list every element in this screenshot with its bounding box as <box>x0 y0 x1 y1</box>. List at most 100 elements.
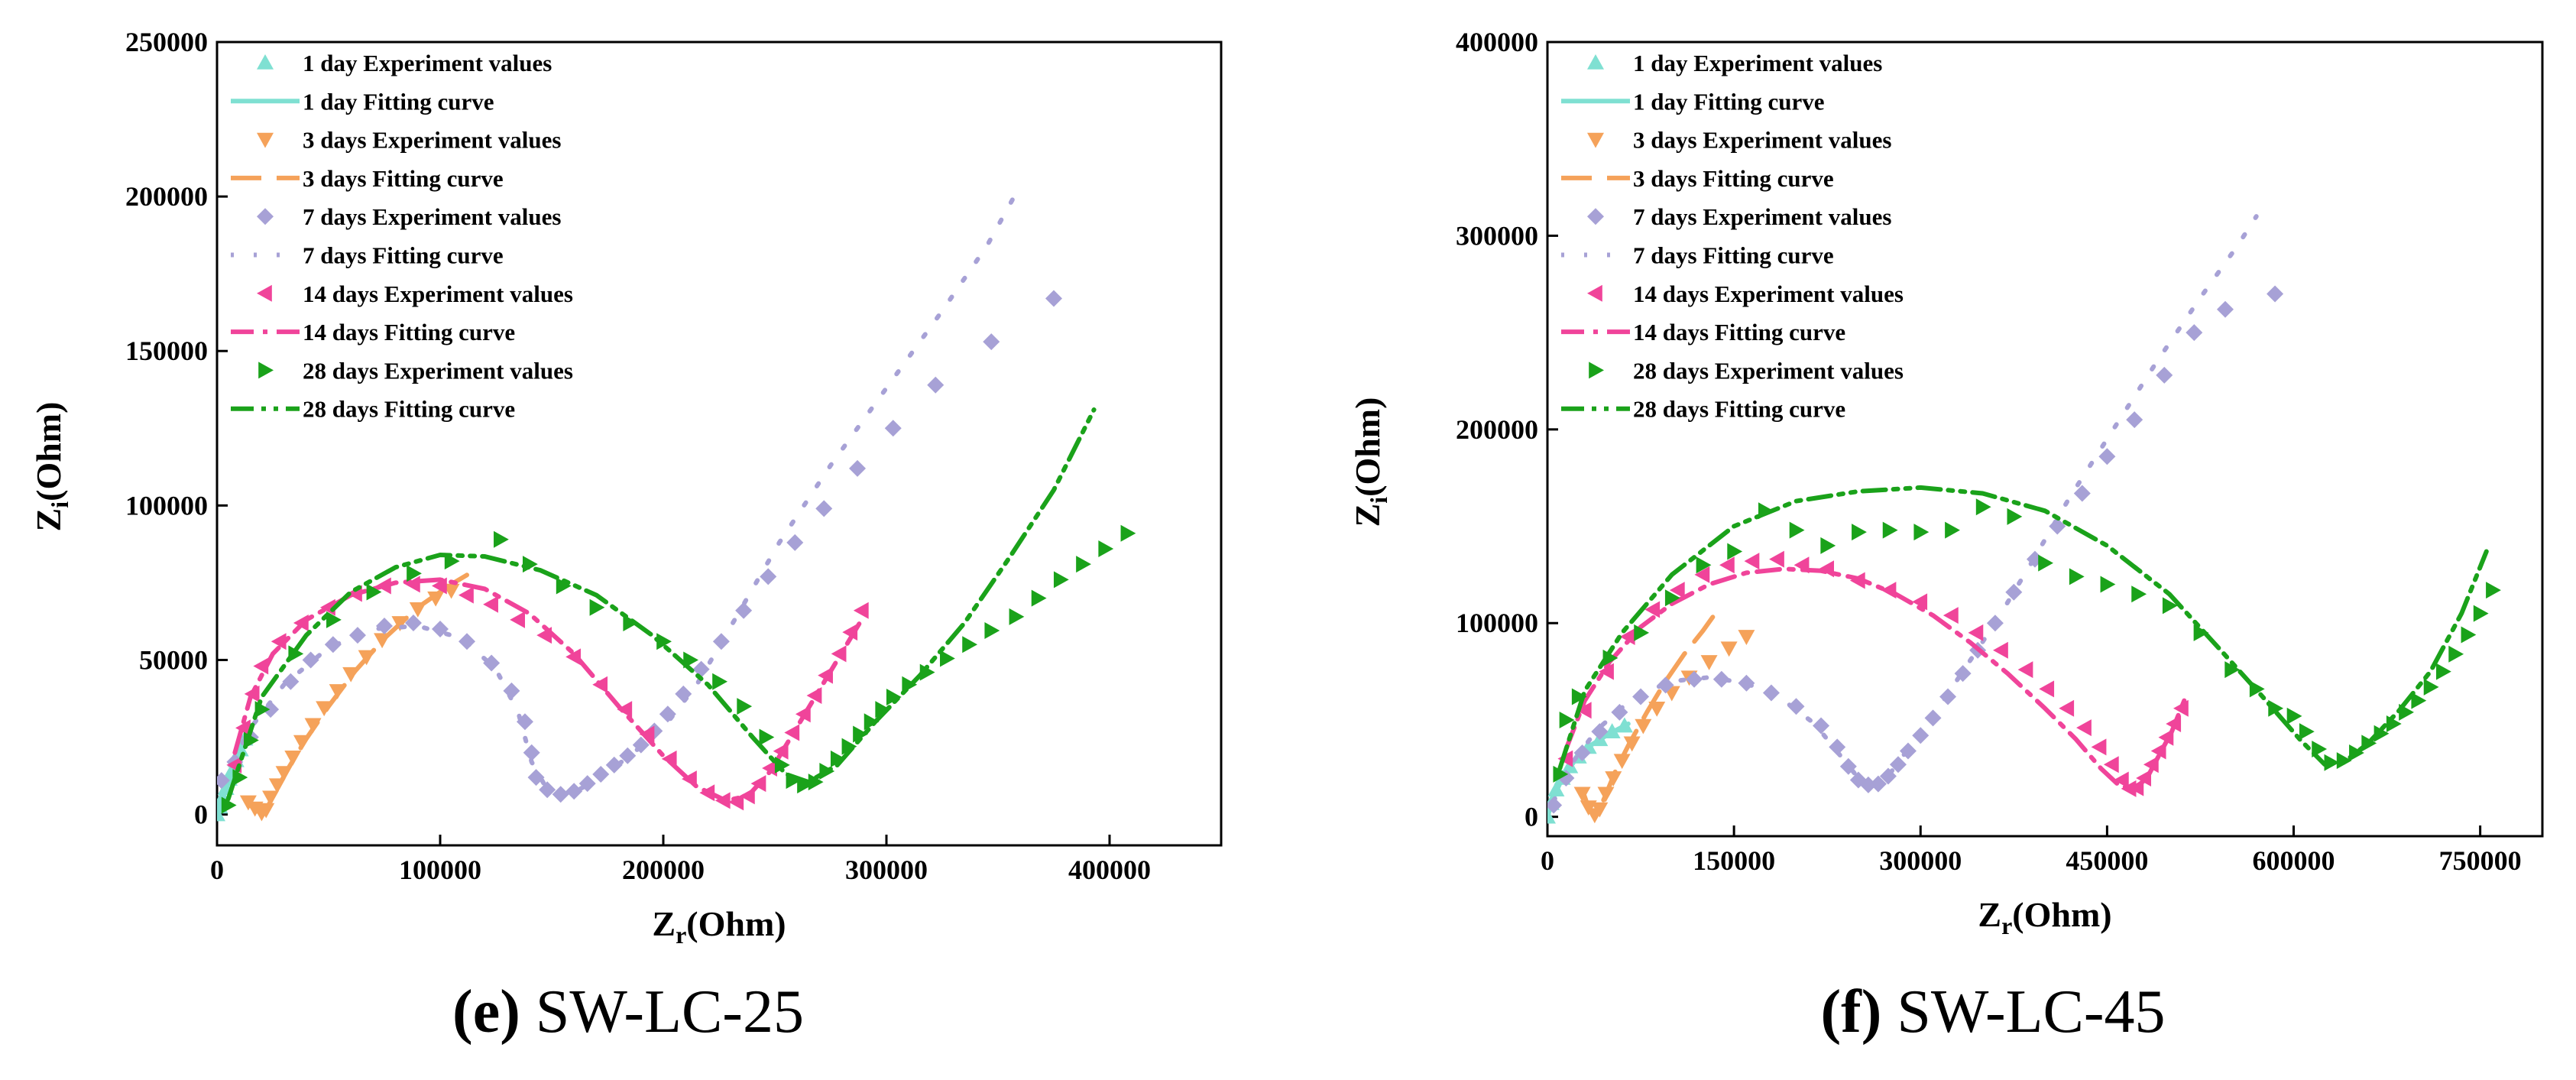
data-point-d28 <box>2361 735 2377 752</box>
x-axis-label-unit: (Ohm) <box>686 904 786 943</box>
data-point-d7 <box>1986 615 2004 632</box>
panel-caption-space <box>520 978 536 1046</box>
data-point-d7 <box>2073 485 2091 502</box>
data-point-d7 <box>1045 290 1062 307</box>
data-point-d3 <box>1623 736 1641 752</box>
data-point-d1 <box>1615 717 1633 733</box>
data-point-d14 <box>1644 601 1661 618</box>
y-tick-label: 0 <box>1525 802 1538 832</box>
data-point-d28 <box>221 796 237 814</box>
data-point-d14 <box>714 792 731 809</box>
data-point-d14 <box>2150 742 2166 760</box>
legend-label-d3-fit: 3 days Fitting curve <box>1633 165 1834 192</box>
data-point-d28 <box>683 651 699 669</box>
legend-label-d7-fit: 7 days Fitting curve <box>303 242 504 269</box>
panel-caption-letter: (f) <box>1820 978 1881 1046</box>
data-point-d28 <box>656 633 672 650</box>
x-tick-label: 450000 <box>2066 845 2148 876</box>
data-point-d14 <box>1669 582 1685 599</box>
data-point-d28 <box>1120 524 1136 542</box>
data-point-d14 <box>831 645 847 663</box>
data-point-d1 <box>1547 781 1565 796</box>
data-point-d7 <box>282 673 300 690</box>
y-axis-label-unit: (Ohm) <box>29 402 68 501</box>
data-point-d14 <box>483 595 498 613</box>
data-point-d14 <box>1719 556 1735 574</box>
data-point-d28 <box>2007 508 2023 525</box>
legend-label-d14-fit: 14 days Fitting curve <box>1633 319 1845 345</box>
y-axis-label-sub: i <box>1365 497 1392 504</box>
data-point-d3 <box>1700 655 1718 670</box>
data-point-d7 <box>1557 769 1575 786</box>
data-point-d14 <box>458 586 474 604</box>
data-point-d14 <box>2039 680 2055 698</box>
data-point-d7 <box>884 420 902 437</box>
x-tick-label: 200000 <box>622 855 705 885</box>
y-tick-label: 250000 <box>125 27 208 57</box>
data-point-d14 <box>1769 550 1784 568</box>
data-point-d14 <box>682 770 697 788</box>
x-tick-label: 150000 <box>1693 845 1775 876</box>
x-axis-label: Zr(Ohm) <box>1978 895 2111 939</box>
data-point-d7 <box>1839 757 1857 775</box>
x-axis-label-unit: (Ohm) <box>2012 895 2111 934</box>
panel-caption-name: SW-LC-25 <box>536 978 804 1046</box>
y-tick-label: 0 <box>194 799 208 830</box>
data-point-d28 <box>2473 605 2489 622</box>
data-point-d28 <box>2100 576 2116 593</box>
data-point-d7 <box>578 775 596 793</box>
data-point-d7 <box>1879 767 1897 785</box>
data-point-d28 <box>1945 521 1960 539</box>
data-point-d7 <box>1712 670 1730 688</box>
data-point-d14 <box>2076 719 2092 737</box>
data-point-d28 <box>232 769 248 786</box>
data-point-d7 <box>1869 775 1887 793</box>
data-point-d28 <box>1727 543 1743 560</box>
data-point-d28 <box>2349 744 2364 762</box>
x-tick-label: 300000 <box>1879 845 1962 876</box>
data-point-d7 <box>1939 688 1957 705</box>
plot-frame <box>1546 41 2544 838</box>
data-point-d28 <box>366 583 382 601</box>
plot-frame <box>215 41 1223 847</box>
data-point-d28 <box>2299 723 2315 741</box>
data-point-d28 <box>2193 624 2209 641</box>
data-point-d7 <box>1899 742 1917 760</box>
data-point-d7 <box>1547 796 1563 814</box>
data-point-d7 <box>2267 285 2284 303</box>
data-point-d3 <box>1738 630 1755 645</box>
data-point-d14 <box>1849 572 1865 589</box>
legend-label-d7-experiment: 7 days Experiment values <box>1633 203 1891 230</box>
data-point-d7 <box>592 766 610 783</box>
data-point-d7 <box>712 633 730 650</box>
legend-label-d7-fit: 7 days Fitting curve <box>1633 242 1834 269</box>
data-point-d7 <box>605 756 623 774</box>
data-point-d14 <box>639 725 655 743</box>
data-point-d7 <box>539 781 556 799</box>
data-point-d14 <box>818 666 833 684</box>
data-point-d3 <box>1597 786 1615 803</box>
data-point-d3 <box>1720 641 1738 657</box>
legend-label-d28-fit: 28 days Fitting curve <box>1633 396 1845 423</box>
y-axis-label-unit: (Ohm) <box>1348 397 1387 497</box>
data-point-d3 <box>358 650 375 666</box>
data-point-d28 <box>940 650 955 667</box>
data-point-d7 <box>552 786 569 803</box>
panel-caption-space <box>1881 978 1897 1046</box>
legend-label-d1-fit: 1 day Fitting curve <box>303 88 494 115</box>
data-point-d7 <box>760 568 777 585</box>
data-point-d14 <box>2121 780 2137 797</box>
legend-marker-d1 <box>257 54 274 70</box>
legend-marker-d3 <box>1587 132 1604 148</box>
data-point-d7 <box>432 621 449 638</box>
data-point-d28 <box>523 556 538 573</box>
data-point-d28 <box>808 774 824 791</box>
data-point-d14 <box>699 784 715 802</box>
data-point-d7 <box>565 783 583 800</box>
data-point-d7 <box>1912 727 1930 744</box>
data-point-d7 <box>458 633 476 650</box>
data-point-d28 <box>1009 608 1025 625</box>
data-point-d28 <box>1634 624 1650 641</box>
data-point-d28 <box>244 731 259 749</box>
data-point-d14 <box>750 775 766 793</box>
